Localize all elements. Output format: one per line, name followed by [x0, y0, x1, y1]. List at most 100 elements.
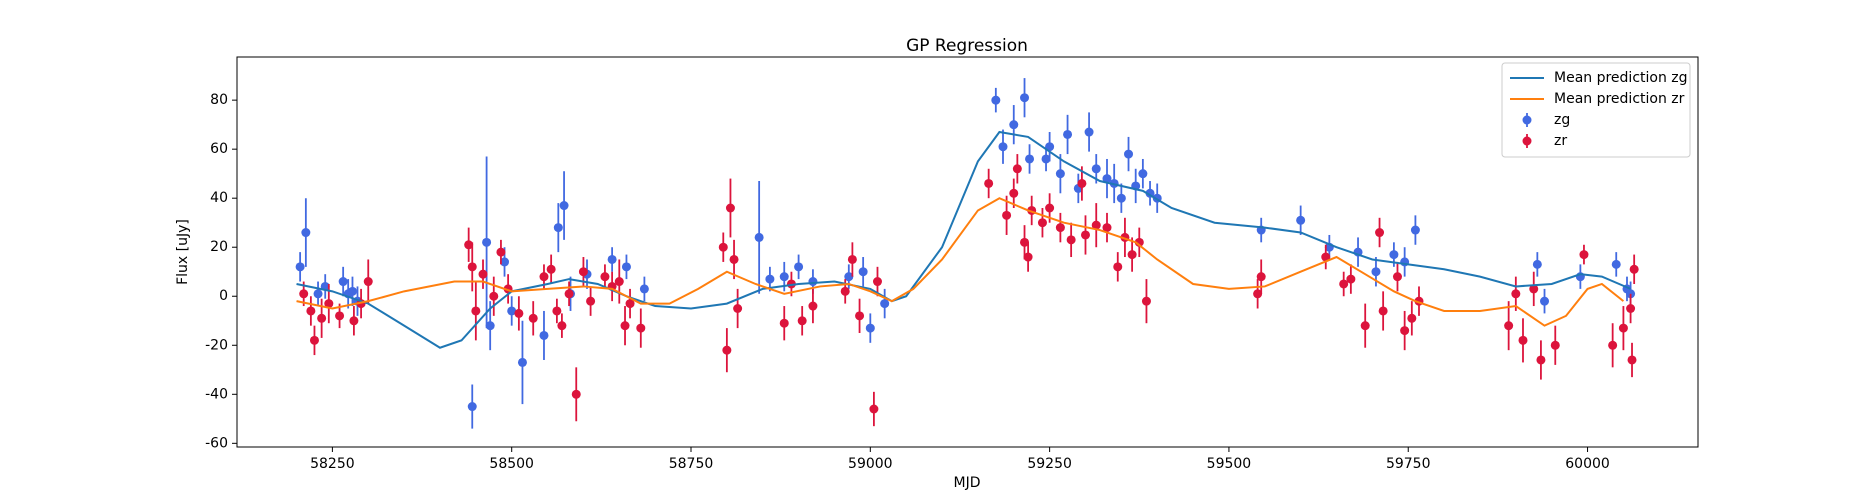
point: [1360, 321, 1370, 331]
point: [1116, 193, 1126, 203]
point: [553, 223, 563, 233]
point: [324, 299, 334, 309]
point: [546, 264, 556, 274]
plot-frame: [236, 56, 1699, 448]
point: [467, 402, 477, 412]
point: [1041, 154, 1051, 164]
point: [313, 289, 323, 299]
point: [1378, 306, 1388, 316]
point: [872, 277, 882, 287]
point: [471, 306, 481, 316]
point: [1346, 274, 1356, 284]
point: [614, 277, 624, 287]
point: [571, 389, 581, 399]
point: [1627, 355, 1637, 365]
x-tick-label: 58250: [310, 456, 355, 472]
point: [1504, 321, 1514, 331]
point: [1321, 252, 1331, 262]
point: [514, 308, 524, 318]
legend-label: Mean prediction zg: [1554, 70, 1688, 86]
point: [1389, 250, 1399, 260]
point: [1529, 284, 1539, 294]
point: [335, 311, 345, 321]
point: [1009, 188, 1019, 198]
point: [1141, 296, 1151, 306]
point: [1400, 326, 1410, 336]
y-tick-label: -60: [205, 435, 228, 451]
point: [600, 272, 610, 282]
y-tick-label: -20: [205, 337, 228, 353]
x-tick-label: 59000: [848, 456, 893, 472]
x-tick-label: 59750: [1386, 456, 1431, 472]
point: [552, 306, 562, 316]
point: [295, 262, 305, 272]
point: [349, 316, 359, 326]
point: [1256, 272, 1266, 282]
x-tick-label: 58750: [669, 456, 714, 472]
point: [1012, 164, 1022, 174]
point: [847, 254, 857, 264]
y-tick-label: -40: [205, 386, 228, 402]
point: [1063, 129, 1073, 139]
point: [309, 335, 319, 345]
point: [998, 142, 1008, 152]
point: [1113, 262, 1123, 272]
point: [858, 267, 868, 277]
point: [779, 272, 789, 282]
legend-label: zr: [1554, 133, 1567, 149]
point: [855, 311, 865, 321]
point: [1296, 215, 1306, 225]
point: [1055, 223, 1065, 233]
y-tick-label: 0: [219, 288, 228, 304]
point: [620, 321, 630, 331]
point: [1540, 296, 1550, 306]
point: [797, 316, 807, 326]
point: [1375, 228, 1385, 238]
legend-label: Mean prediction zr: [1554, 91, 1685, 107]
point: [1045, 203, 1055, 213]
point: [765, 274, 775, 284]
point: [991, 95, 1001, 105]
point: [1626, 304, 1636, 314]
point: [1611, 259, 1621, 269]
point: [517, 357, 527, 367]
point: [347, 286, 357, 296]
point: [840, 286, 850, 296]
legend-swatch: [1522, 115, 1532, 125]
point: [338, 277, 348, 287]
legend-swatch: [1522, 136, 1532, 146]
point: [729, 254, 739, 264]
point: [1037, 218, 1047, 228]
point: [1066, 235, 1076, 245]
point: [1371, 267, 1381, 277]
point: [1077, 178, 1087, 188]
point: [636, 323, 646, 333]
point: [559, 201, 569, 211]
point: [1020, 237, 1030, 247]
point: [1608, 340, 1618, 350]
point: [733, 304, 743, 314]
point: [1020, 93, 1030, 103]
point: [1518, 335, 1528, 345]
point: [718, 242, 728, 252]
y-tick-label: 20: [210, 239, 228, 255]
point: [363, 277, 373, 287]
legend-box: [1501, 62, 1691, 158]
point: [844, 272, 854, 282]
point: [1407, 313, 1417, 323]
point: [1550, 340, 1560, 350]
mean-line: [296, 130, 1631, 349]
point: [485, 321, 495, 331]
point: [1511, 289, 1521, 299]
point: [1009, 120, 1019, 130]
chart-title: GP Regression: [906, 36, 1028, 56]
point: [317, 313, 327, 323]
point: [1055, 169, 1065, 179]
point: [794, 262, 804, 272]
point: [1025, 154, 1035, 164]
point: [301, 228, 311, 238]
x-axis-label: MJD: [954, 475, 981, 491]
point: [779, 318, 789, 328]
point: [607, 254, 617, 264]
